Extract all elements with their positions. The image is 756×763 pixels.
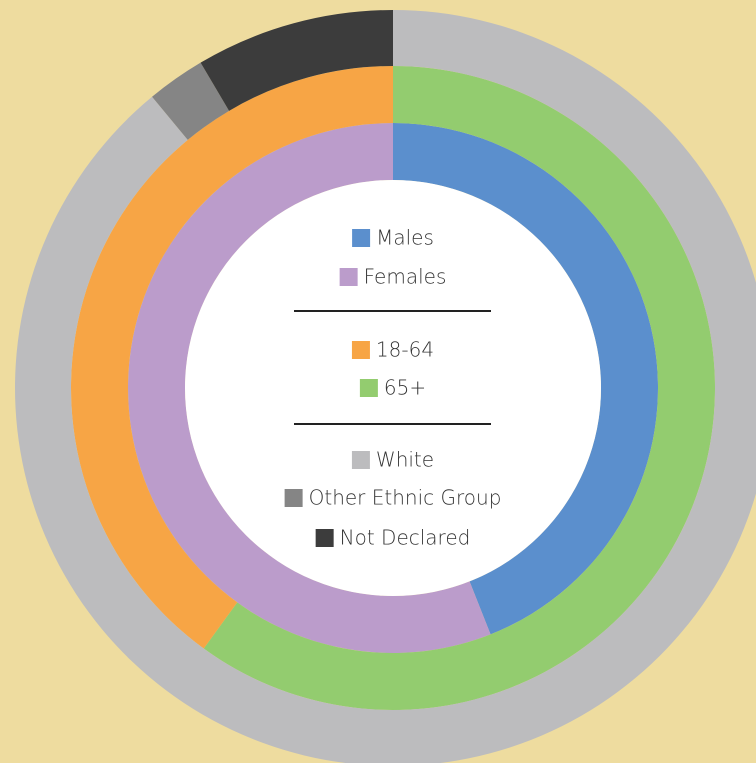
legend-item: Other Ethnic Group — [284, 486, 502, 510]
legend-item: 65+ — [359, 376, 426, 400]
legend-label: 65+ — [384, 376, 426, 400]
donut-segment — [70, 66, 394, 649]
legend-item: White — [351, 448, 434, 472]
legend-item: Not Declared — [315, 526, 471, 550]
legend-item: Males — [352, 226, 434, 250]
donut-segment — [200, 10, 393, 111]
legend-item: 18-64 — [351, 338, 434, 362]
legend-swatch — [352, 229, 371, 247]
legend-label: White — [376, 448, 434, 472]
legend-swatch — [351, 451, 370, 469]
legend-label: Not Declared — [340, 526, 471, 550]
donut-segment — [203, 66, 715, 710]
legend-swatch — [351, 341, 370, 359]
donut-segment — [393, 123, 658, 635]
legend-swatch — [339, 268, 358, 286]
legend-item: Females — [339, 265, 447, 289]
donut-segment — [128, 123, 491, 653]
legend-swatch — [315, 529, 334, 547]
legend-label: 18-64 — [376, 338, 434, 362]
legend-label: Females — [364, 265, 447, 289]
legend-label: Other Ethnic Group — [309, 486, 502, 510]
legend-label: Males — [376, 226, 434, 250]
legend-swatch — [359, 379, 378, 397]
donut-segment — [152, 62, 230, 140]
legend-swatch — [284, 489, 303, 507]
